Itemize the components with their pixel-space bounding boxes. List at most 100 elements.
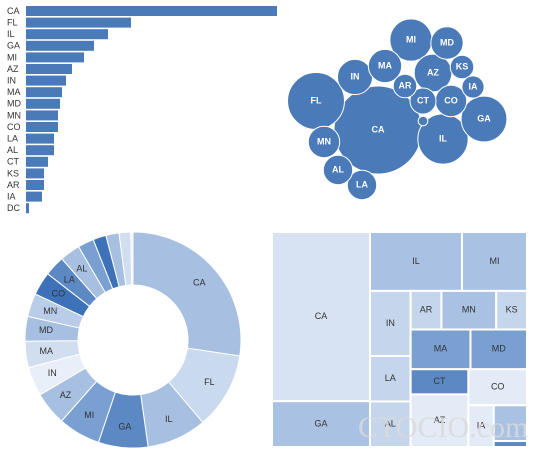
bar [26, 6, 277, 16]
treemap-cell [492, 404, 529, 443]
bar [26, 110, 58, 121]
bar-label: CT [7, 157, 19, 167]
bar [26, 122, 58, 132]
bar [26, 75, 66, 86]
bar [26, 98, 60, 109]
bubble-label: CA [372, 124, 385, 134]
treemap-label: MD [492, 344, 506, 354]
treemap-cell [467, 404, 495, 448]
treemap-cell [469, 328, 528, 371]
bubble-label: AZ [427, 67, 439, 77]
donut-label: MD [39, 325, 53, 335]
bubble [449, 54, 475, 80]
bar [26, 191, 42, 202]
treemap-cell [467, 368, 529, 407]
bubble-label: MD [440, 37, 454, 47]
bar-label: LA [7, 133, 18, 143]
treemap-label: MA [434, 344, 448, 354]
treemap-cell [409, 289, 443, 331]
treemap-label: AR [420, 305, 433, 315]
treemap-label: AL [385, 419, 396, 429]
treemap-cell [271, 231, 372, 403]
treemap-label: IA [477, 421, 486, 431]
treemap-cell [492, 440, 529, 448]
treemap-label: AZ [434, 415, 446, 425]
donut-label: GA [118, 422, 131, 432]
bar-label: AZ [7, 64, 19, 74]
bubble [367, 48, 403, 84]
bar-label: MI [7, 52, 17, 62]
treemap-cell [271, 400, 372, 449]
donut-slice [132, 231, 242, 357]
bar [26, 145, 54, 156]
bar-label: IL [7, 29, 15, 39]
bubble-label: IL [439, 133, 448, 143]
treemap-cell [369, 400, 412, 449]
bar-label: FL [7, 17, 18, 27]
bubble-label: IA [469, 81, 479, 91]
bubble [307, 125, 341, 159]
donut-label: IL [165, 414, 173, 424]
donut-label: IN [48, 368, 57, 378]
treemap-label: LA [385, 373, 396, 383]
treemap-cell [409, 393, 470, 448]
bubble-label: AR [399, 80, 412, 90]
treemap-label: MI [489, 256, 499, 266]
bar [26, 156, 48, 167]
donut-label: MN [43, 306, 57, 316]
bar [26, 168, 44, 179]
bubble [430, 26, 464, 60]
donut-label: MA [40, 346, 54, 356]
treemap-cell [460, 231, 528, 292]
bubble [409, 87, 437, 115]
bar [26, 180, 44, 190]
treemap-label: CA [315, 311, 328, 321]
bar-label: MA [7, 87, 21, 97]
donut-slice [130, 231, 134, 286]
bubble [417, 115, 429, 127]
treemap-label: KS [506, 305, 518, 315]
bubble-label: CO [444, 95, 458, 105]
bar [26, 52, 84, 63]
bubble-label: LA [356, 179, 368, 189]
bar-label: CO [7, 122, 21, 132]
treemap-label: CO [491, 382, 505, 392]
donut-label: CO [52, 289, 66, 299]
treemap-label: IN [386, 318, 395, 328]
donut-label: AL [76, 263, 87, 273]
treemap-cell [369, 354, 412, 403]
bar [26, 203, 29, 214]
bar [26, 29, 108, 40]
treemap-label: GA [314, 418, 327, 428]
bubble-label: GA [477, 113, 491, 123]
bubble-label: MN [317, 136, 331, 146]
bubble-label: IN [351, 71, 360, 81]
bubble [460, 95, 508, 143]
bar [26, 87, 62, 98]
bar-label: AR [7, 180, 20, 190]
donut-label: LA [64, 274, 75, 284]
donut-label: FL [204, 377, 215, 387]
bar [26, 133, 54, 144]
donut-label: CA [193, 277, 206, 287]
bar-label: IA [7, 191, 16, 201]
bubble-label: MA [378, 60, 392, 70]
bar [26, 17, 131, 28]
watermark: CTOCIO.com [358, 411, 528, 444]
bar [26, 64, 72, 74]
bar-label: MN [7, 110, 21, 120]
bar-label: AL [7, 145, 18, 155]
bubble-label: AL [332, 164, 344, 174]
bubble [322, 154, 354, 186]
bar-label: DC [7, 203, 20, 213]
treemap-cell [369, 231, 463, 292]
bar-label: CA [7, 6, 20, 16]
bar-label: GA [7, 41, 20, 51]
treemap-label: CT [434, 376, 446, 386]
donut-label: MI [84, 410, 94, 420]
bubble-label: KS [456, 61, 469, 71]
treemap-label: IL [412, 256, 420, 266]
donut-label: AZ [60, 390, 72, 400]
bubble-label: MI [406, 34, 416, 44]
bubble [346, 169, 378, 201]
